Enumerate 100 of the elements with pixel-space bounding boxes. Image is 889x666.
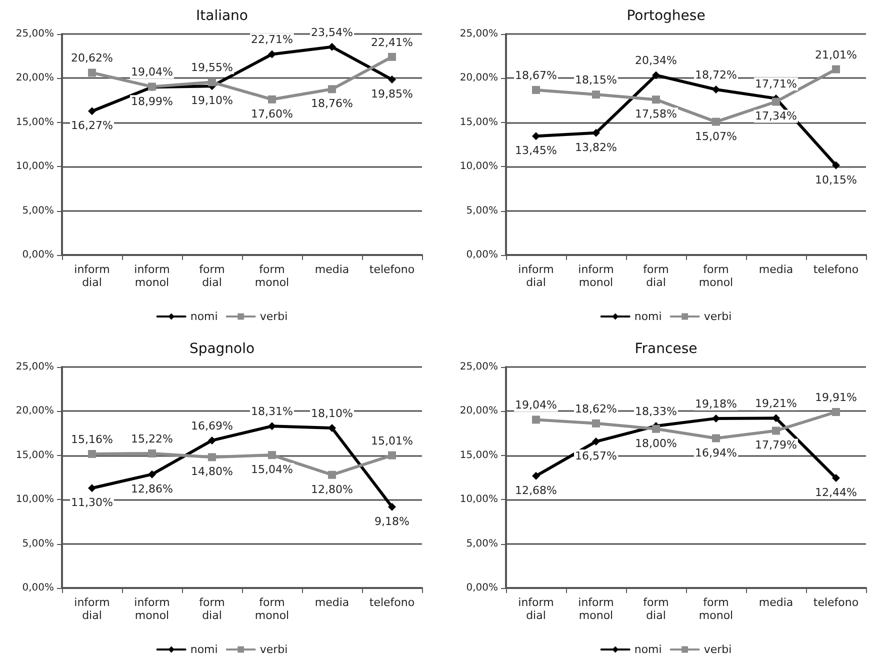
y-tick-label: 25,00% [460, 362, 498, 372]
y-tick-label: 5,00% [466, 205, 498, 216]
legend-label: nomi [634, 310, 662, 323]
data-label: 14,80% [191, 465, 233, 478]
data-label: 23,54% [311, 26, 353, 39]
y-tick-label: 0,00% [466, 582, 498, 594]
point [532, 132, 540, 140]
data-label: 19,04% [515, 398, 557, 412]
data-label: 17,60% [251, 107, 293, 120]
data-label: 13,45% [515, 144, 557, 158]
y-tick-label: 15,00% [16, 450, 54, 461]
y-tick-label: 5,00% [22, 205, 54, 216]
data-label: 17,34% [755, 110, 797, 123]
legend-label: nomi [634, 643, 662, 656]
point [148, 449, 156, 458]
point [712, 118, 720, 126]
point [832, 161, 840, 170]
legend-label: verbi [704, 310, 732, 323]
data-label: 22,41% [371, 36, 413, 49]
y-tick-label: 20,00% [16, 72, 54, 84]
data-label: 12,44% [815, 486, 857, 500]
data-label: 19,04% [131, 66, 173, 79]
data-label: 19,10% [191, 94, 233, 108]
x-tick-label: inform dial [74, 596, 110, 622]
point [652, 424, 660, 433]
point [208, 436, 216, 444]
legend-label: nomi [190, 310, 218, 323]
chart-title: Spagnolo [189, 341, 255, 357]
point [592, 90, 600, 99]
point [592, 128, 600, 137]
y-tick-label: 5,00% [466, 538, 498, 550]
point [328, 42, 336, 51]
data-label: 19,85% [371, 88, 413, 101]
data-label: 18,31% [251, 405, 293, 418]
y-tick-label: 10,00% [460, 161, 498, 172]
point [88, 484, 96, 492]
point [388, 76, 396, 84]
data-label: 19,21% [755, 397, 797, 410]
x-tick-label: inform monol [578, 596, 614, 622]
y-tick-label: 25,00% [460, 28, 498, 40]
x-tick-label: form dial [643, 596, 669, 622]
x-tick-label: telefono [813, 596, 859, 609]
data-label: 18,33% [635, 404, 677, 418]
y-tick-label: 15,00% [460, 450, 498, 461]
x-tick-label: media [758, 596, 794, 609]
data-label: 16,57% [575, 450, 617, 463]
point [88, 450, 96, 458]
y-tick-label: 0,00% [22, 250, 54, 260]
point [268, 451, 276, 460]
data-label: 22,71% [251, 33, 293, 46]
data-label: 12,80% [311, 482, 353, 496]
point [532, 472, 540, 480]
data-label: 15,07% [695, 130, 737, 143]
data-label: 13,82% [575, 140, 617, 154]
legend-label: nomi [190, 643, 218, 656]
data-label: 15,01% [371, 434, 413, 448]
data-label: 15,04% [251, 463, 293, 476]
point [148, 470, 156, 478]
data-label: 12,86% [131, 482, 173, 496]
data-label: 20,34% [635, 54, 677, 68]
data-label: 15,16% [71, 432, 113, 446]
x-tick-label: form monol [254, 596, 290, 622]
x-tick-label: media [758, 263, 794, 276]
y-tick-label: 25,00% [16, 28, 54, 40]
data-label: 15,22% [131, 432, 173, 446]
point [532, 416, 540, 424]
point [328, 85, 336, 94]
y-tick-label: 20,00% [16, 406, 54, 417]
point [388, 52, 396, 61]
x-tick-label: media [314, 263, 350, 276]
y-tick-label: 25,00% [16, 362, 54, 372]
point [712, 86, 720, 94]
point [772, 426, 780, 435]
data-label: 19,18% [695, 397, 737, 410]
point [388, 451, 396, 460]
data-label: 18,67% [515, 68, 557, 82]
point [592, 438, 600, 446]
data-label: 18,15% [575, 74, 617, 87]
point [268, 50, 276, 58]
x-tick-label: form monol [698, 596, 734, 622]
data-label: 18,00% [635, 436, 677, 450]
point [328, 424, 336, 432]
data-label: 19,55% [191, 61, 233, 74]
legend-label: verbi [260, 310, 288, 323]
y-tick-label: 10,00% [16, 494, 54, 506]
x-tick-label: form dial [199, 596, 225, 622]
data-label: 16,94% [695, 446, 737, 460]
point [532, 86, 540, 94]
point [388, 502, 396, 511]
x-tick-label: form monol [698, 263, 734, 289]
point [652, 71, 660, 80]
data-label: 18,99% [131, 95, 173, 108]
x-tick-label: inform monol [134, 263, 170, 289]
y-tick-label: 5,00% [22, 538, 54, 550]
data-label: 16,27% [71, 119, 113, 132]
x-tick-label: form dial [199, 263, 225, 289]
point [652, 96, 660, 104]
point [712, 434, 720, 442]
y-tick-label: 15,00% [16, 116, 54, 128]
point [268, 422, 276, 430]
